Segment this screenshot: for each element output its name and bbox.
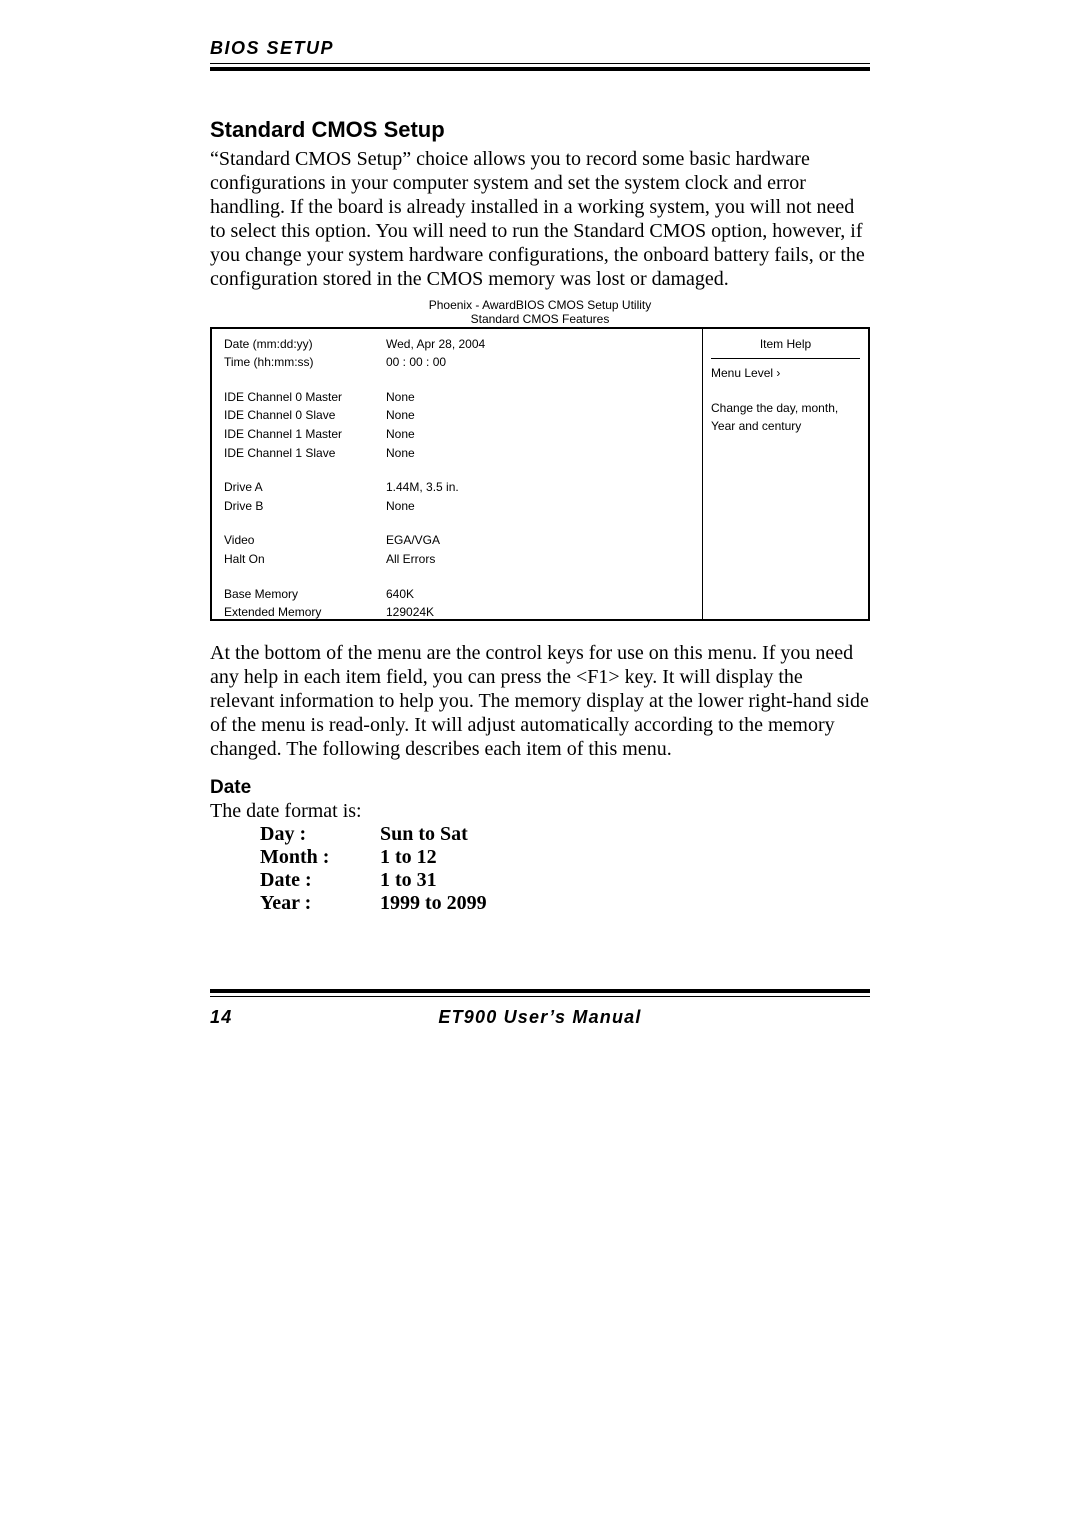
bios-row-ide0m: IDE Channel 0 MasterNone — [224, 388, 692, 407]
intro-paragraph: “Standard CMOS Setup” choice allows you … — [210, 147, 870, 291]
bios-title-line1: Phoenix - AwardBIOS CMOS Setup Utility — [429, 298, 652, 312]
bios-label: IDE Channel 0 Slave — [224, 406, 386, 425]
bios-value: EGA/VGA — [386, 531, 692, 550]
page-number: 14 — [210, 1007, 232, 1028]
bios-value: None — [386, 497, 692, 516]
bios-label: IDE Channel 1 Slave — [224, 444, 386, 463]
bios-row-date: Date (mm:dd:yy)Wed, Apr 28, 2004 — [224, 335, 692, 354]
bios-label: Drive A — [224, 478, 386, 497]
bios-box: Date (mm:dd:yy)Wed, Apr 28, 2004 Time (h… — [210, 327, 870, 621]
bios-menu-level: Menu Level › — [711, 364, 860, 383]
bios-help-line: Change the day, month, — [711, 399, 860, 418]
date-value: Sun to Sat — [380, 823, 487, 846]
bios-value: None — [386, 425, 692, 444]
bios-label: Date (mm:dd:yy) — [224, 335, 386, 354]
date-value: 1 to 12 — [380, 846, 487, 869]
running-footer: 14 ET900 User’s Manual 14 — [210, 1007, 870, 1028]
spacer — [224, 462, 692, 478]
bios-row-ide1s: IDE Channel 1 SlaveNone — [224, 444, 692, 463]
bios-value: 129024K — [386, 603, 692, 620]
bios-right-pane: Item Help Menu Level › Change the day, m… — [702, 329, 868, 619]
footer-title: ET900 User’s Manual — [232, 1007, 847, 1028]
bios-value: None — [386, 388, 692, 407]
bios-value: None — [386, 406, 692, 425]
bios-value: All Errors — [386, 550, 692, 569]
bios-row-video: VideoEGA/VGA — [224, 531, 692, 550]
spacer — [224, 569, 692, 585]
bios-help-line: Year and century — [711, 417, 860, 436]
bios-row-halt: Halt OnAll Errors — [224, 550, 692, 569]
bios-label: Base Memory — [224, 585, 386, 604]
bios-label: Time (hh:mm:ss) — [224, 353, 386, 372]
date-label: Date : — [260, 869, 380, 892]
bios-value: 00 : 00 : 00 — [386, 353, 692, 372]
bios-label: IDE Channel 1 Master — [224, 425, 386, 444]
date-value: 1 to 31 — [380, 869, 487, 892]
date-intro: The date format is: — [210, 799, 870, 823]
date-heading: Date — [210, 777, 870, 799]
running-header: BIOS SETUP — [210, 38, 870, 59]
table-row: Day :Sun to Sat — [260, 823, 487, 846]
bios-row-ide1m: IDE Channel 1 MasterNone — [224, 425, 692, 444]
bios-label: Video — [224, 531, 386, 550]
date-label: Month : — [260, 846, 380, 869]
bios-value: 640K — [386, 585, 692, 604]
bios-label: IDE Channel 0 Master — [224, 388, 386, 407]
bios-title: Phoenix - AwardBIOS CMOS Setup Utility S… — [210, 299, 870, 327]
table-row: Year :1999 to 2099 — [260, 892, 487, 915]
bios-value: Wed, Apr 28, 2004 — [386, 335, 692, 354]
section-heading: Standard CMOS Setup — [210, 117, 870, 143]
bios-row-emem: Extended Memory129024K — [224, 603, 692, 620]
bios-title-line2: Standard CMOS Features — [471, 312, 610, 326]
footer-rule — [210, 989, 870, 997]
date-label: Day : — [260, 823, 380, 846]
spacer — [224, 372, 692, 388]
bios-row-bmem: Base Memory640K — [224, 585, 692, 604]
date-format-table: Day :Sun to Sat Month :1 to 12 Date :1 t… — [260, 823, 487, 915]
page: BIOS SETUP Standard CMOS Setup “Standard… — [0, 0, 1080, 1058]
date-label: Year : — [260, 892, 380, 915]
table-row: Date :1 to 31 — [260, 869, 487, 892]
header-rule — [210, 63, 870, 71]
bios-row-drvb: Drive BNone — [224, 497, 692, 516]
bios-value: 1.44M, 3.5 in. — [386, 478, 692, 497]
bios-row-drva: Drive A1.44M, 3.5 in. — [224, 478, 692, 497]
bios-label: Extended Memory — [224, 603, 386, 620]
table-row: Month :1 to 12 — [260, 846, 487, 869]
spacer — [210, 621, 870, 641]
bios-help-title: Item Help — [711, 335, 860, 360]
after-box-paragraph: At the bottom of the menu are the contro… — [210, 641, 870, 761]
spacer — [224, 515, 692, 531]
bios-label: Drive B — [224, 497, 386, 516]
bios-label: Halt On — [224, 550, 386, 569]
bios-value: None — [386, 444, 692, 463]
bios-left-pane: Date (mm:dd:yy)Wed, Apr 28, 2004 Time (h… — [212, 329, 702, 619]
bios-row-time: Time (hh:mm:ss)00 : 00 : 00 — [224, 353, 692, 372]
spacer — [711, 383, 860, 399]
bios-row-ide0s: IDE Channel 0 SlaveNone — [224, 406, 692, 425]
date-value: 1999 to 2099 — [380, 892, 487, 915]
